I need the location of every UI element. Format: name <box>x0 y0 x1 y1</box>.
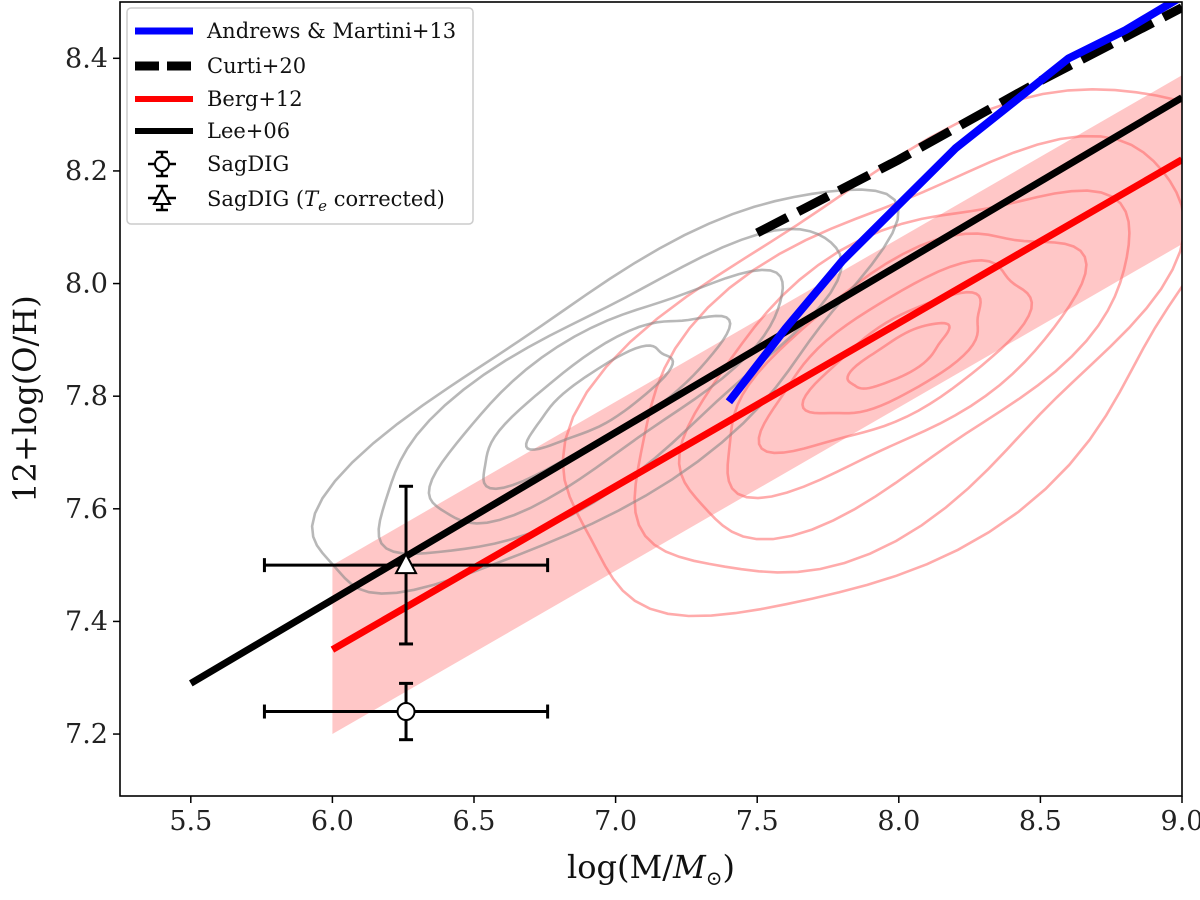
andrews-martini-13-line <box>725 2 1181 405</box>
x-axis-label: log(M/M⊙) <box>567 848 735 890</box>
x-tick-label: 7.5 <box>736 806 779 837</box>
sagdig-points <box>262 484 550 742</box>
x-tick-label: 8.5 <box>1019 806 1062 837</box>
y-tick-label: 7.2 <box>65 719 108 750</box>
legend-berg-label: Berg+12 <box>207 87 303 111</box>
x-tick-label: 9.0 <box>1161 806 1200 837</box>
red-contour <box>561 87 1182 618</box>
red-contour <box>726 232 1088 500</box>
plot-frame <box>119 1 1183 797</box>
legend-sagdig-marker <box>148 150 176 178</box>
legend-curti-label: Curti+20 <box>207 54 306 78</box>
grey-contour <box>524 344 675 451</box>
y-axis-label: 12+log(O/H) <box>6 295 44 502</box>
x-tick-label: 5.5 <box>169 806 212 837</box>
sagdig-point <box>262 681 550 742</box>
y-tick-label: 8.2 <box>65 156 108 187</box>
grey-contour <box>377 227 844 556</box>
x-tick-label: 7.0 <box>594 806 637 837</box>
legend-andrews-label: Andrews & Martini+13 <box>206 19 456 43</box>
y-tick-label: 7.6 <box>65 494 108 525</box>
x-tick-label: 6.5 <box>453 806 496 837</box>
berg-12-line <box>330 156 1182 653</box>
x-tick-label: 8.0 <box>877 806 920 837</box>
grey-contour <box>427 268 785 525</box>
legend-sagdig-te-marker <box>148 184 176 212</box>
legend-sagdig-label: SagDIG <box>207 152 289 176</box>
y-tick-label: 8.4 <box>65 43 108 74</box>
y-tick-label: 7.4 <box>65 606 108 637</box>
triangle-marker <box>394 551 418 575</box>
x-axis-ticks: 5.5 6.0 6.5 7.0 7.5 8.0 8.5 9.0 <box>169 796 1200 837</box>
plot-area <box>189 2 1182 742</box>
red-contour <box>633 134 1182 574</box>
lee-06-line <box>189 94 1182 687</box>
legend-lee-label: Lee+06 <box>207 119 290 143</box>
legend-box <box>126 7 474 225</box>
y-axis-ticks: 7.2 7.4 7.6 7.8 8.0 8.2 8.4 <box>65 43 120 750</box>
legend-sagdig-te-label: SagDIG (Te corrected) <box>207 187 445 215</box>
curti-20-line <box>755 3 1182 237</box>
legend: Andrews & Martini+13 Curti+20 Berg+12 Le… <box>126 7 474 225</box>
density-contours <box>310 87 1182 618</box>
sagdig-te-point <box>262 484 550 646</box>
circle-marker <box>396 702 416 722</box>
x-tick-label: 6.0 <box>311 806 354 837</box>
red-contour <box>757 258 1034 455</box>
relation-lines <box>189 2 1182 687</box>
red-contour <box>846 321 951 390</box>
y-tick-label: 7.8 <box>65 381 108 412</box>
y-tick-label: 8.0 <box>65 269 108 300</box>
